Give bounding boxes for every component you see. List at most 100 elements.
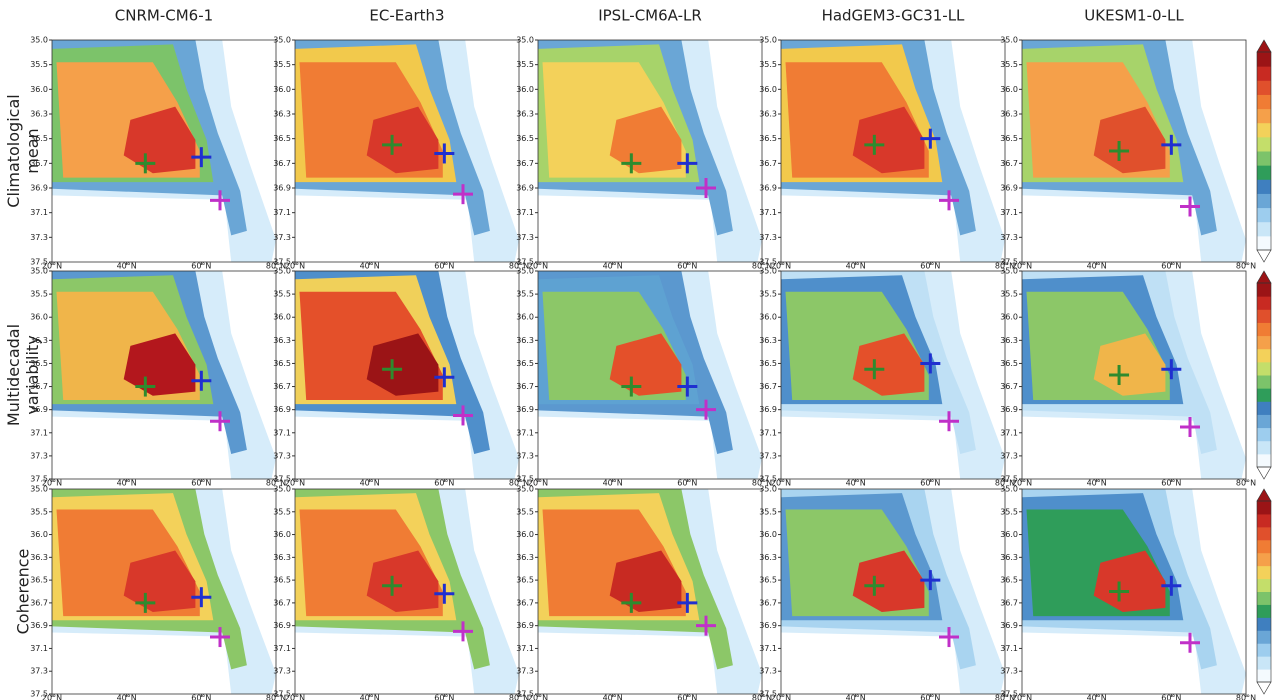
panel-frame xyxy=(294,39,520,263)
panel xyxy=(52,489,276,694)
x-tick-label: 20°N xyxy=(42,479,62,488)
row-label: Multidecadal xyxy=(4,324,23,426)
x-tick-label: 80°N xyxy=(995,262,1015,271)
x-tick-label: 40°N xyxy=(846,694,866,700)
y-tick-label: 36.9 xyxy=(273,405,291,414)
x-tick-label: 80°N xyxy=(752,262,772,271)
x-tick-label: 80°N xyxy=(995,694,1015,700)
y-tick-label: 36.9 xyxy=(273,621,291,630)
panel-frame xyxy=(1021,488,1247,695)
colorbar-segment xyxy=(1257,630,1271,644)
y-tick-label: 36.3 xyxy=(759,110,777,119)
y-tick-label: 36.9 xyxy=(759,184,777,193)
x-tick-label: 80°N xyxy=(752,694,772,700)
x-tick-label: 80°N xyxy=(509,694,529,700)
y-tick-label: 36.0 xyxy=(273,530,291,539)
panel-frame xyxy=(537,270,763,480)
cross-marker xyxy=(453,405,473,426)
y-tick-label: 37.5 xyxy=(273,475,291,484)
x-tick-label: 80°N xyxy=(1236,479,1256,488)
x-tick-label: 40°N xyxy=(360,262,380,271)
colorbar-frame xyxy=(1256,500,1272,683)
y-tick-label: 35.0 xyxy=(759,267,777,276)
panel xyxy=(52,271,276,479)
y-tick-label: 36.5 xyxy=(1000,134,1018,143)
y-tick-label: 37.5 xyxy=(1000,475,1018,484)
x-tick-label: 40°N xyxy=(1087,479,1107,488)
y-tick-label: 35.5 xyxy=(30,507,48,516)
colorbar-segment xyxy=(1257,427,1271,442)
colorbar-segment xyxy=(1257,617,1271,631)
cross-marker xyxy=(939,627,959,648)
y-tick-label: 36.0 xyxy=(759,530,777,539)
y-tick-label: 35.0 xyxy=(30,267,48,276)
field-contour xyxy=(609,550,682,612)
cross-marker xyxy=(1161,134,1182,155)
cross-marker xyxy=(382,575,403,596)
y-tick-label: 37.1 xyxy=(759,208,777,217)
y-tick-label: 36.7 xyxy=(759,598,777,607)
cross-marker xyxy=(621,376,642,397)
y-tick-label: 37.1 xyxy=(1000,644,1018,653)
field-contour xyxy=(609,106,682,174)
x-tick-label: 80°N xyxy=(509,479,529,488)
colorbar-bottom xyxy=(1256,466,1272,480)
y-tick-label: 37.3 xyxy=(1000,451,1018,460)
y-tick-label: 37.1 xyxy=(273,644,291,653)
colorbar-top xyxy=(1256,270,1272,284)
y-tick-label: 35.0 xyxy=(1000,36,1018,45)
y-tick-label: 37.5 xyxy=(1000,690,1018,699)
panel-frame xyxy=(780,39,1006,263)
panel-frame xyxy=(1021,39,1247,263)
x-tick-label: 40°N xyxy=(846,479,866,488)
colorbar-segment xyxy=(1257,361,1271,376)
y-tick-label: 36.5 xyxy=(30,576,48,585)
panel xyxy=(538,40,762,262)
y-tick-label: 36.9 xyxy=(30,184,48,193)
colorbar-segment xyxy=(1257,388,1271,402)
y-tick-label: 35.5 xyxy=(1000,60,1018,69)
x-tick-label: 60°N xyxy=(434,694,454,700)
y-tick-label: 36.5 xyxy=(273,134,291,143)
y-tick-label: 35.5 xyxy=(30,290,48,299)
y-tick-label: 37.3 xyxy=(1000,233,1018,242)
colorbar-segment xyxy=(1257,80,1271,95)
x-tick-label: 60°N xyxy=(920,479,940,488)
y-tick-label: 37.1 xyxy=(30,644,48,653)
row-label: mean xyxy=(23,128,42,173)
x-tick-label: 80°N xyxy=(509,262,529,271)
y-tick-label: 36.9 xyxy=(759,621,777,630)
y-tick-label: 35.0 xyxy=(759,36,777,45)
colorbar-segment xyxy=(1257,309,1271,323)
cross-marker xyxy=(210,627,230,648)
y-tick-label: 37.1 xyxy=(30,428,48,437)
x-tick-label: 20°N xyxy=(42,694,62,700)
y-tick-label: 35.0 xyxy=(1000,267,1018,276)
column-title: EC-Earth3 xyxy=(369,7,444,25)
y-tick-label: 37.3 xyxy=(759,451,777,460)
column-title: CNRM-CM6-1 xyxy=(115,7,213,25)
y-tick-label: 36.7 xyxy=(516,159,534,168)
y-tick-label: 36.5 xyxy=(516,576,534,585)
y-tick-label: 36.7 xyxy=(516,598,534,607)
x-tick-label: 40°N xyxy=(117,262,137,271)
y-tick-label: 37.1 xyxy=(516,644,534,653)
y-tick-label: 37.3 xyxy=(516,451,534,460)
y-tick-label: 35.5 xyxy=(1000,290,1018,299)
x-tick-label: 80°N xyxy=(1236,694,1256,700)
y-tick-label: 35.5 xyxy=(273,290,291,299)
y-tick-label: 35.5 xyxy=(516,290,534,299)
y-tick-label: 35.0 xyxy=(516,267,534,276)
colorbar-segment xyxy=(1257,578,1271,592)
x-tick-label: 80°N xyxy=(1236,262,1256,271)
x-tick-label: 20°N xyxy=(528,694,548,700)
colorbar-segment xyxy=(1257,221,1271,237)
y-tick-label: 35.0 xyxy=(30,36,48,45)
y-tick-label: 36.9 xyxy=(1000,621,1018,630)
y-tick-label: 35.0 xyxy=(273,267,291,276)
y-tick-label: 36.3 xyxy=(516,110,534,119)
cross-marker xyxy=(434,583,455,604)
y-tick-label: 36.3 xyxy=(30,336,48,345)
x-tick-label: 40°N xyxy=(1087,262,1107,271)
x-tick-label: 80°N xyxy=(266,479,286,488)
